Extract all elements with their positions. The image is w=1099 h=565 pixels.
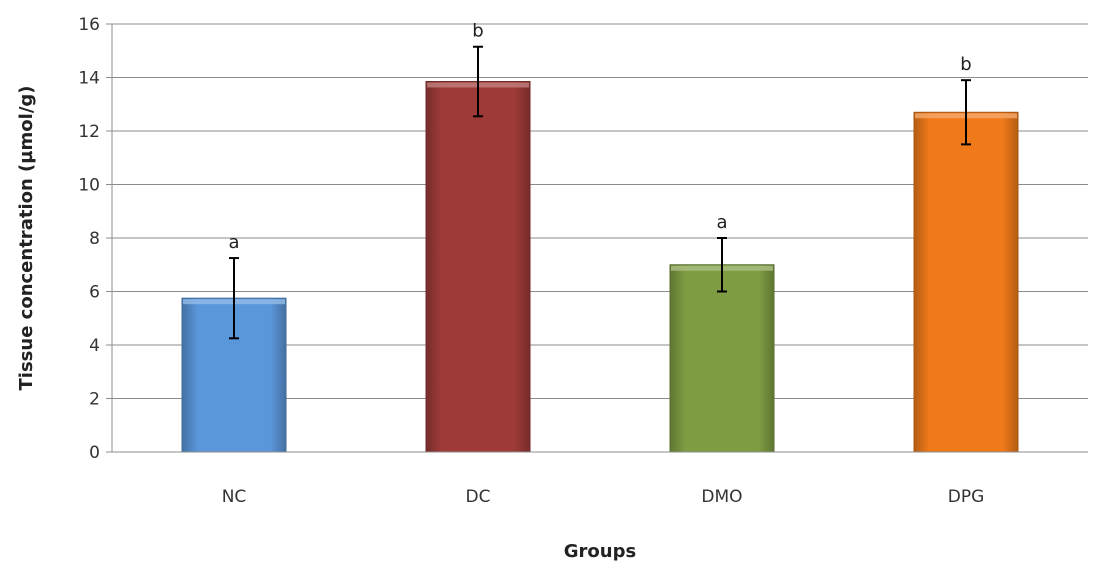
category-label: DMO [701, 487, 742, 507]
y-axis-ticks: 0 2 4 6 8 10 12 14 16 [78, 15, 112, 463]
y-tick-label: 4 [89, 336, 100, 356]
error-bars [229, 45, 971, 340]
y-tick-label: 14 [78, 69, 100, 89]
bar-dpg [913, 111, 1019, 453]
y-tick-label: 0 [89, 443, 100, 463]
x-axis-title: Groups [564, 541, 636, 562]
category-label: DC [466, 487, 491, 507]
y-tick-label: 6 [89, 283, 100, 303]
significance-label: b [472, 21, 483, 42]
category-label: DPG [948, 487, 985, 507]
y-tick-label: 8 [89, 229, 100, 249]
x-axis-categories: NC DC DMO DPG [222, 487, 985, 507]
category-label: NC [222, 487, 247, 507]
significance-label: b [960, 54, 971, 75]
significance-labels: a b a b [228, 21, 971, 253]
significance-label: a [716, 212, 727, 233]
bar-dmo [669, 264, 775, 453]
y-tick-label: 16 [78, 15, 100, 35]
y-tick-label: 12 [78, 122, 100, 142]
y-axis-title: Tissue concentration (µmol/g) [16, 85, 37, 390]
bars [181, 81, 1019, 453]
bar-dc [425, 81, 531, 453]
y-tick-label: 2 [89, 390, 100, 410]
y-tick-label: 10 [78, 176, 100, 196]
significance-label: a [228, 232, 239, 253]
